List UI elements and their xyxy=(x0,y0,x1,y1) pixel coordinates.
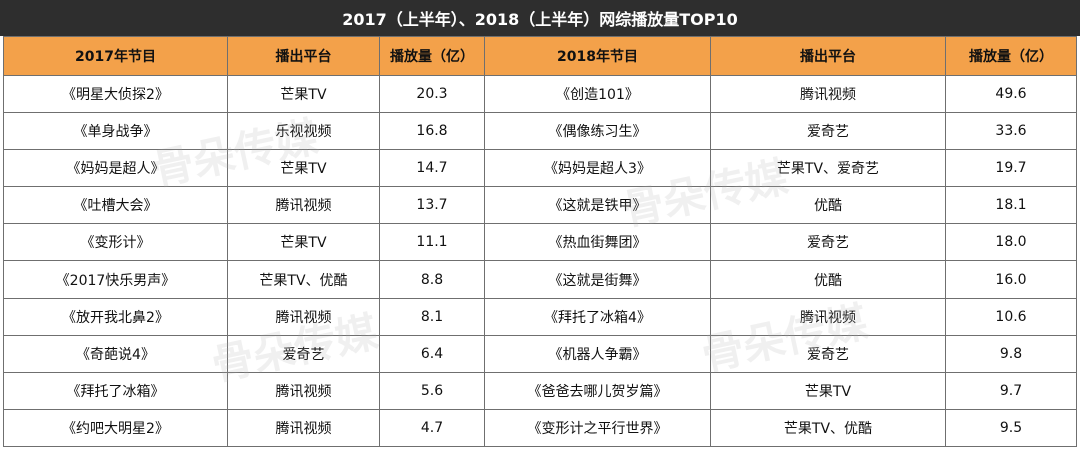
views-2017-cell: 6.4 xyxy=(379,334,485,373)
platform-2018-cell: 腾讯视频 xyxy=(710,297,946,336)
table-row: 《奇葩说4》 爱奇艺 6.4 《机器人争霸》 爱奇艺 9.8 xyxy=(3,334,1077,373)
views-2018-cell: 9.5 xyxy=(945,408,1077,448)
platform-2017-cell: 芒果TV、优酷 xyxy=(227,260,380,299)
platform-2018-cell: 芒果TV、爱奇艺 xyxy=(710,149,946,188)
platform-2018-cell: 爱奇艺 xyxy=(710,334,946,373)
table-row: 《单身战争》 乐视视频 16.8 《偶像练习生》 爱奇艺 33.6 xyxy=(3,112,1077,151)
platform-2017-cell: 腾讯视频 xyxy=(227,186,380,225)
header-2017-show: 2017年节目 xyxy=(3,36,228,76)
show-2018-cell: 《妈妈是超人3》 xyxy=(484,149,711,188)
views-2017-cell: 13.7 xyxy=(379,186,485,225)
table-row: 《吐槽大会》 腾讯视频 13.7 《这就是铁甲》 优酷 18.1 xyxy=(3,186,1077,225)
table-row: 《妈妈是超人》 芒果TV 14.7 《妈妈是超人3》 芒果TV、爱奇艺 19.7 xyxy=(3,149,1077,188)
views-2018-cell: 18.0 xyxy=(945,223,1077,262)
table-row: 《明星大侦探2》 芒果TV 20.3 《创造101》 腾讯视频 49.6 xyxy=(3,74,1077,114)
views-2018-cell: 49.6 xyxy=(945,74,1077,114)
show-2018-cell: 《这就是街舞》 xyxy=(484,260,711,299)
header-row: 2017年节目 播出平台 播放量（亿） 2018年节目 播出平台 播放量（亿） xyxy=(3,36,1077,76)
platform-2017-cell: 乐视视频 xyxy=(227,112,380,151)
views-2017-cell: 5.6 xyxy=(379,371,485,410)
table-title: 2017（上半年）、2018（上半年）网综播放量TOP10 xyxy=(0,0,1080,36)
platform-2018-cell: 优酷 xyxy=(710,260,946,299)
show-2017-cell: 《约吧大明星2》 xyxy=(3,408,228,448)
views-2018-cell: 10.6 xyxy=(945,297,1077,336)
platform-2018-cell: 爱奇艺 xyxy=(710,223,946,262)
platform-2017-cell: 爱奇艺 xyxy=(227,334,380,373)
views-2018-cell: 9.8 xyxy=(945,334,1077,373)
header-2018-show: 2018年节目 xyxy=(484,36,711,76)
platform-2018-cell: 爱奇艺 xyxy=(710,112,946,151)
ranking-table: 2017年节目 播出平台 播放量（亿） 2018年节目 播出平台 播放量（亿） … xyxy=(3,36,1077,448)
show-2018-cell: 《偶像练习生》 xyxy=(484,112,711,151)
platform-2017-cell: 芒果TV xyxy=(227,74,380,114)
platform-2017-cell: 芒果TV xyxy=(227,223,380,262)
platform-2017-cell: 腾讯视频 xyxy=(227,408,380,448)
platform-2018-cell: 芒果TV、优酷 xyxy=(710,408,946,448)
table-row: 《2017快乐男声》 芒果TV、优酷 8.8 《这就是街舞》 优酷 16.0 xyxy=(3,260,1077,299)
views-2017-cell: 20.3 xyxy=(379,74,485,114)
show-2018-cell: 《这就是铁甲》 xyxy=(484,186,711,225)
table-row: 《拜托了冰箱》 腾讯视频 5.6 《爸爸去哪儿贺岁篇》 芒果TV 9.7 xyxy=(3,371,1077,410)
views-2017-cell: 8.1 xyxy=(379,297,485,336)
table-row: 《约吧大明星2》 腾讯视频 4.7 《变形计之平行世界》 芒果TV、优酷 9.5 xyxy=(3,408,1077,448)
platform-2017-cell: 腾讯视频 xyxy=(227,371,380,410)
show-2017-cell: 《奇葩说4》 xyxy=(3,334,228,373)
header-2017-platform: 播出平台 xyxy=(227,36,380,76)
show-2017-cell: 《拜托了冰箱》 xyxy=(3,371,228,410)
show-2017-cell: 《单身战争》 xyxy=(3,112,228,151)
views-2018-cell: 9.7 xyxy=(945,371,1077,410)
header-2018-platform: 播出平台 xyxy=(710,36,946,76)
platform-2017-cell: 芒果TV xyxy=(227,149,380,188)
show-2018-cell: 《热血街舞团》 xyxy=(484,223,711,262)
show-2017-cell: 《2017快乐男声》 xyxy=(3,260,228,299)
show-2018-cell: 《机器人争霸》 xyxy=(484,334,711,373)
views-2018-cell: 19.7 xyxy=(945,149,1077,188)
show-2018-cell: 《拜托了冰箱4》 xyxy=(484,297,711,336)
views-2017-cell: 8.8 xyxy=(379,260,485,299)
show-2017-cell: 《明星大侦探2》 xyxy=(3,74,228,114)
show-2018-cell: 《爸爸去哪儿贺岁篇》 xyxy=(484,371,711,410)
show-2017-cell: 《吐槽大会》 xyxy=(3,186,228,225)
platform-2018-cell: 芒果TV xyxy=(710,371,946,410)
show-2018-cell: 《变形计之平行世界》 xyxy=(484,408,711,448)
views-2018-cell: 18.1 xyxy=(945,186,1077,225)
views-2018-cell: 16.0 xyxy=(945,260,1077,299)
platform-2018-cell: 优酷 xyxy=(710,186,946,225)
show-2018-cell: 《创造101》 xyxy=(484,74,711,114)
platform-2018-cell: 腾讯视频 xyxy=(710,74,946,114)
views-2017-cell: 14.7 xyxy=(379,149,485,188)
views-2017-cell: 4.7 xyxy=(379,408,485,448)
show-2017-cell: 《变形计》 xyxy=(3,223,228,262)
header-2018-views: 播放量（亿） xyxy=(945,36,1077,76)
platform-2017-cell: 腾讯视频 xyxy=(227,297,380,336)
views-2018-cell: 33.6 xyxy=(945,112,1077,151)
show-2017-cell: 《妈妈是超人》 xyxy=(3,149,228,188)
show-2017-cell: 《放开我北鼻2》 xyxy=(3,297,228,336)
views-2017-cell: 11.1 xyxy=(379,223,485,262)
views-2017-cell: 16.8 xyxy=(379,112,485,151)
header-2017-views: 播放量（亿） xyxy=(379,36,485,76)
table-row: 《变形计》 芒果TV 11.1 《热血街舞团》 爱奇艺 18.0 xyxy=(3,223,1077,262)
table-row: 《放开我北鼻2》 腾讯视频 8.1 《拜托了冰箱4》 腾讯视频 10.6 xyxy=(3,297,1077,336)
